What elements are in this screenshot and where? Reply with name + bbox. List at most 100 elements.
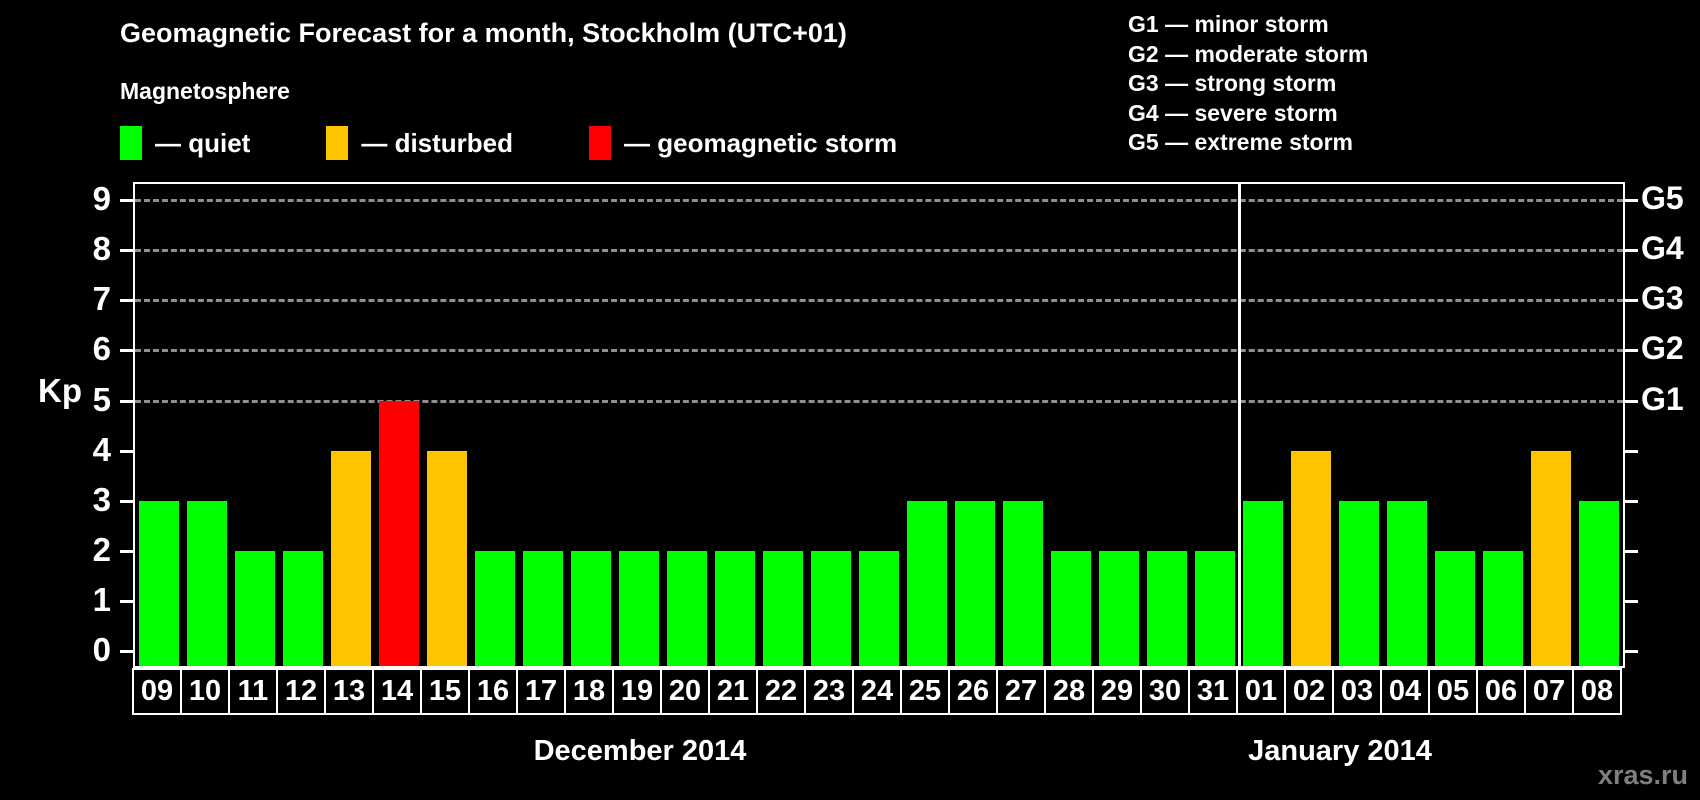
kp-bar <box>763 550 803 666</box>
day-label-cell: 30 <box>1140 668 1190 715</box>
gridline <box>135 299 1623 303</box>
right-axis-tick <box>1625 549 1638 553</box>
kp-bar <box>1243 500 1283 666</box>
kp-bar <box>571 550 611 666</box>
legend-item-quiet: — quiet <box>120 126 250 160</box>
right-axis-tick <box>1625 499 1638 503</box>
day-label-cell: 24 <box>852 668 902 715</box>
month-separator-line <box>1237 184 1241 666</box>
kp-bar <box>283 550 323 666</box>
month-label-january: January 2014 <box>1248 735 1432 767</box>
day-label-cell: 17 <box>516 668 566 715</box>
day-label-cell: 08 <box>1572 668 1622 715</box>
y-axis-tick-label: 3 <box>92 480 111 518</box>
y-axis-title: Kp <box>38 372 82 409</box>
g-scale-axis-label: G3 <box>1641 280 1684 317</box>
y-axis-tick-label: 1 <box>92 580 111 618</box>
kp-bar <box>667 550 707 666</box>
y-axis-tick <box>120 499 133 503</box>
day-label-cell: 18 <box>564 668 614 715</box>
kp-bar <box>427 450 467 666</box>
kp-bar <box>1099 550 1139 666</box>
day-label-cell: 09 <box>132 668 182 715</box>
kp-bar <box>859 550 899 666</box>
y-axis-tick-label: 5 <box>92 380 111 418</box>
gridline <box>135 399 1623 403</box>
watermark: xras.ru <box>1597 760 1688 790</box>
y-axis-tick <box>120 349 133 353</box>
right-axis-tick <box>1625 349 1638 353</box>
gridline <box>135 249 1623 253</box>
y-axis-tick <box>120 249 133 253</box>
day-label-cell: 11 <box>228 668 278 715</box>
y-axis-tick <box>120 599 133 603</box>
kp-bar <box>1147 550 1187 666</box>
kp-bar <box>187 500 227 666</box>
g-scale-axis-label: G1 <box>1641 380 1684 417</box>
legend-heading: Magnetosphere <box>120 78 290 104</box>
y-axis-tick <box>120 449 133 453</box>
kp-bar <box>1291 450 1331 666</box>
y-axis-tick <box>120 299 133 303</box>
day-label-cell: 21 <box>708 668 758 715</box>
magnetosphere-legend: — quiet — disturbed — geomagnetic storm <box>120 126 973 160</box>
legend-item-storm: — geomagnetic storm <box>589 126 897 160</box>
day-label-cell: 25 <box>900 668 950 715</box>
y-axis-tick-label: 0 <box>92 631 111 668</box>
day-label-cell: 28 <box>1044 668 1094 715</box>
legend-item-disturbed: — disturbed <box>326 126 513 160</box>
day-label-cell: 20 <box>660 668 710 715</box>
kp-bar <box>139 500 179 666</box>
y-axis-tick-label: 2 <box>92 530 111 568</box>
right-axis-tick <box>1625 199 1638 203</box>
g-scale-legend-g3: G3 — strong storm <box>1128 70 1337 96</box>
day-label-cell: 27 <box>996 668 1046 715</box>
kp-bar <box>1339 500 1379 666</box>
x-axis-day-labels: 09 10 11 12 13 14 15 16 17 18 19 20 21 22 23 24 25 26 27 28… <box>132 668 1625 715</box>
day-label-cell: 03 <box>1332 668 1382 715</box>
day-label-cell: 14 <box>372 668 422 715</box>
y-axis-tick-label: 9 <box>92 180 111 218</box>
y-axis-tick <box>120 650 133 653</box>
legend-label-quiet: — quiet <box>155 127 251 158</box>
y-axis-tick-label: 4 <box>92 430 111 468</box>
legend-label-storm: — geomagnetic storm <box>624 127 898 158</box>
day-label-cell: 12 <box>276 668 326 715</box>
g-scale-legend-g5: G5 — extreme storm <box>1128 129 1353 155</box>
g-scale-legend-g4: G4 — severe storm <box>1128 99 1338 126</box>
day-label-cell: 19 <box>612 668 662 715</box>
y-axis-tick-label: 8 <box>92 230 111 268</box>
plot-area: 0 1 2 3 4 5 6 7 8 9 G1 G2 G3 G4 G5 <box>93 180 1684 668</box>
g-scale-axis-label: G2 <box>1641 330 1684 367</box>
kp-bar <box>1051 550 1091 666</box>
day-label-cell: 15 <box>420 668 470 715</box>
g-scale-legend-g2: G2 — moderate storm <box>1128 40 1369 67</box>
y-axis-tick <box>120 549 133 553</box>
storm-color-swatch <box>589 126 612 160</box>
chart-title: Geomagnetic Forecast for a month, Stockh… <box>120 18 847 48</box>
month-label-december: December 2014 <box>533 735 747 767</box>
kp-bar <box>523 550 563 666</box>
day-label-cell: 31 <box>1188 668 1238 715</box>
kp-bar <box>1531 450 1571 666</box>
day-label-cell: 22 <box>756 668 806 715</box>
kp-bar <box>379 400 419 666</box>
quiet-color-swatch <box>120 126 142 160</box>
gridline <box>135 199 1623 203</box>
g-scale-legend-g1: G1 — minor storm <box>1128 11 1329 37</box>
kp-bar <box>1387 500 1427 666</box>
legend-label-disturbed: — disturbed <box>361 127 514 158</box>
y-axis-tick-label: 6 <box>92 330 111 368</box>
kp-bar <box>331 450 371 666</box>
day-label-cell: 29 <box>1092 668 1142 715</box>
kp-bar <box>907 500 947 666</box>
day-label-cell: 23 <box>804 668 854 715</box>
disturbed-color-swatch <box>326 126 349 160</box>
day-label-cell: 26 <box>948 668 998 715</box>
kp-bar <box>235 550 275 666</box>
day-label-cell: 02 <box>1284 668 1334 715</box>
day-label-cell: 10 <box>180 668 230 715</box>
kp-bar <box>1195 550 1235 666</box>
right-axis-tick <box>1625 449 1638 453</box>
